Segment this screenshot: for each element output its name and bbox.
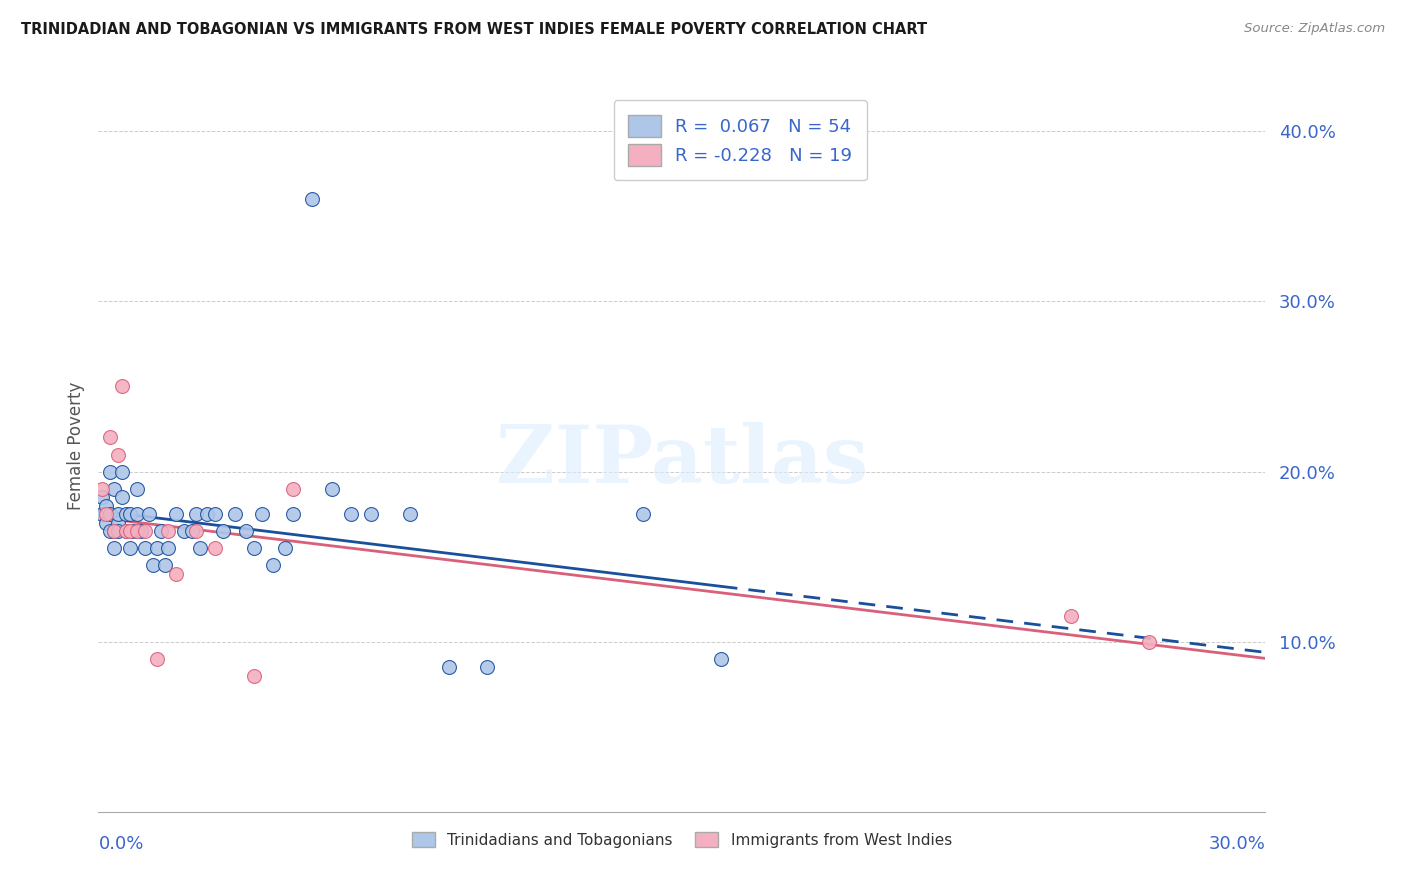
Point: [631, 507, 654, 521]
Point: [118, 507, 141, 521]
Point: [321, 482, 343, 496]
Point: [103, 524, 125, 538]
Point: [103, 541, 125, 555]
Point: [195, 507, 218, 521]
Point: [437, 660, 460, 674]
Point: [134, 541, 156, 555]
Point: [107, 524, 129, 538]
Point: [165, 507, 187, 521]
Point: [262, 558, 284, 572]
Point: [710, 651, 733, 665]
Point: [127, 482, 149, 496]
Point: [111, 490, 134, 504]
Point: [274, 541, 297, 555]
Point: [111, 379, 134, 393]
Point: [281, 482, 304, 496]
Point: [118, 524, 141, 538]
Point: [96, 499, 118, 513]
Point: [103, 482, 125, 496]
Point: [1137, 634, 1160, 648]
Point: [146, 651, 169, 665]
Point: [477, 660, 499, 674]
Point: [153, 558, 176, 572]
Point: [91, 507, 114, 521]
Point: [122, 524, 145, 538]
Point: [114, 524, 136, 538]
Point: [212, 524, 235, 538]
Point: [129, 524, 152, 538]
Point: [149, 524, 172, 538]
Point: [157, 524, 180, 538]
Point: [173, 524, 195, 538]
Point: [107, 516, 129, 530]
Point: [224, 507, 246, 521]
Point: [250, 507, 273, 521]
Point: [96, 516, 118, 530]
Point: [204, 507, 226, 521]
Point: [184, 524, 207, 538]
Text: ZIPatlas: ZIPatlas: [496, 422, 868, 500]
Point: [96, 507, 118, 521]
Point: [134, 524, 156, 538]
Point: [204, 541, 226, 555]
Text: 30.0%: 30.0%: [1209, 835, 1265, 853]
Point: [398, 507, 420, 521]
Point: [360, 507, 382, 521]
Point: [114, 507, 136, 521]
Point: [114, 524, 136, 538]
Point: [91, 482, 114, 496]
Point: [142, 558, 165, 572]
Point: [188, 541, 211, 555]
Point: [157, 541, 180, 555]
Point: [1060, 609, 1083, 624]
Text: TRINIDADIAN AND TOBAGONIAN VS IMMIGRANTS FROM WEST INDIES FEMALE POVERTY CORRELA: TRINIDADIAN AND TOBAGONIAN VS IMMIGRANTS…: [21, 22, 927, 37]
Point: [98, 507, 121, 521]
Point: [301, 192, 323, 206]
Point: [103, 524, 125, 538]
Point: [340, 507, 363, 521]
Point: [146, 541, 169, 555]
Y-axis label: Female Poverty: Female Poverty: [66, 382, 84, 510]
Point: [180, 524, 202, 538]
Point: [98, 524, 121, 538]
Point: [165, 566, 187, 581]
Point: [243, 668, 266, 682]
Point: [127, 507, 149, 521]
Point: [138, 507, 160, 521]
Point: [107, 448, 129, 462]
Point: [98, 430, 121, 444]
Point: [91, 490, 114, 504]
Point: [127, 524, 149, 538]
Point: [111, 465, 134, 479]
Point: [107, 507, 129, 521]
Point: [184, 507, 207, 521]
Text: Source: ZipAtlas.com: Source: ZipAtlas.com: [1244, 22, 1385, 36]
Point: [98, 465, 121, 479]
Point: [235, 524, 257, 538]
Point: [243, 541, 266, 555]
Point: [118, 541, 141, 555]
Point: [281, 507, 304, 521]
Text: 0.0%: 0.0%: [98, 835, 143, 853]
Legend: Trinidadians and Tobagonians, Immigrants from West Indies: Trinidadians and Tobagonians, Immigrants…: [405, 824, 959, 855]
